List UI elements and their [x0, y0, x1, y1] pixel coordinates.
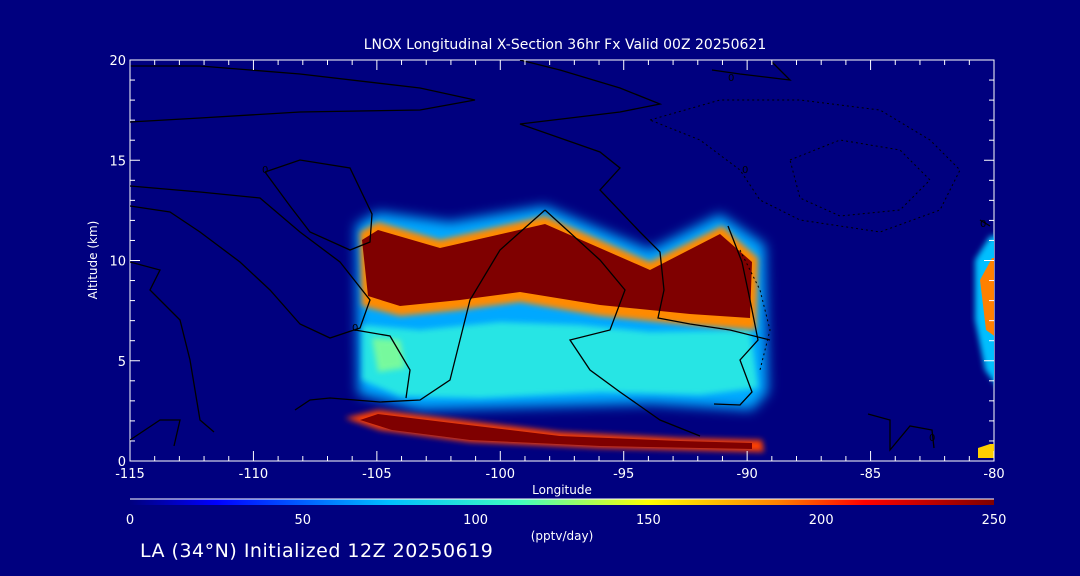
contour-line — [130, 261, 215, 433]
heat-right-edge-surface — [978, 444, 994, 458]
heat-lower-core — [360, 414, 752, 449]
x-tick-label: -105 — [362, 467, 392, 482]
contour-line — [264, 159, 373, 251]
x-axis-ticks: -115 -110 -105 -100 -95 -90 -85 -80 — [115, 60, 1005, 482]
contour-label: 0 — [728, 73, 734, 84]
contour-line — [867, 413, 935, 452]
contour-label: 0 — [352, 323, 358, 334]
x-tick-label: -100 — [486, 467, 516, 482]
y-tick-label: 5 — [118, 355, 126, 370]
dotted-contour — [739, 249, 771, 371]
x-tick-label: -80 — [983, 467, 1004, 482]
contour-labels: 0 0 0 0 0 0 — [262, 73, 986, 444]
y-tick-label: 20 — [109, 54, 126, 69]
colorbar-tick-label: 250 — [982, 513, 1007, 528]
heat-upper-core — [362, 224, 752, 318]
colorbar-ticks: 0 50 100 150 200 250 — [126, 513, 1007, 528]
contour-line — [711, 61, 792, 81]
contour-label: 0 — [929, 433, 935, 444]
x-tick-label: -95 — [613, 467, 634, 482]
colorbar-tick-label: 100 — [463, 513, 488, 528]
y-axis-label: Altitude (km) — [86, 221, 100, 300]
contour-lines — [130, 60, 991, 452]
colorbar — [130, 499, 994, 505]
x-tick-label: -110 — [239, 467, 269, 482]
contour-line — [130, 65, 476, 123]
contour-line — [354, 329, 411, 399]
contour-line — [130, 419, 181, 447]
y-tick-label: 15 — [109, 154, 126, 169]
dotted-contours — [648, 99, 961, 371]
colorbar-tick-label: 200 — [809, 513, 834, 528]
contour-line — [519, 60, 771, 341]
contour-label: 0 — [980, 219, 986, 230]
y-tick-label: 10 — [109, 255, 126, 270]
dotted-contour — [789, 139, 931, 217]
heat-field: 0 0 0 0 0 0 — [130, 60, 994, 458]
y-tick-label: 0 — [118, 455, 126, 470]
colorbar-tick-label: 50 — [295, 513, 312, 528]
contour-line — [294, 209, 546, 411]
contour-line — [544, 209, 701, 437]
chart-title: LNOX Longitudinal X-Section 36hr Fx Vali… — [364, 37, 767, 53]
contour-line — [713, 225, 759, 406]
x-tick-label: -90 — [737, 467, 758, 482]
contour-line — [130, 185, 371, 339]
run-caption: LA (34°N) Initialized 12Z 20250619 — [140, 540, 494, 562]
contour-label: 0 — [742, 165, 748, 176]
contour-label: 0 — [262, 165, 268, 176]
heat-right-edge-core — [980, 258, 994, 336]
x-tick-label: -115 — [115, 467, 145, 482]
colorbar-tick-label: 0 — [126, 513, 134, 528]
heat-mid-band — [362, 322, 758, 398]
contour-line — [979, 219, 991, 227]
colorbar-tick-label: 150 — [636, 513, 661, 528]
x-axis-label: Longitude — [532, 483, 592, 497]
colorbar-label: (pptv/day) — [531, 529, 594, 543]
y-axis-ticks: 0 5 10 15 20 — [109, 54, 994, 470]
x-tick-label: -85 — [860, 467, 881, 482]
